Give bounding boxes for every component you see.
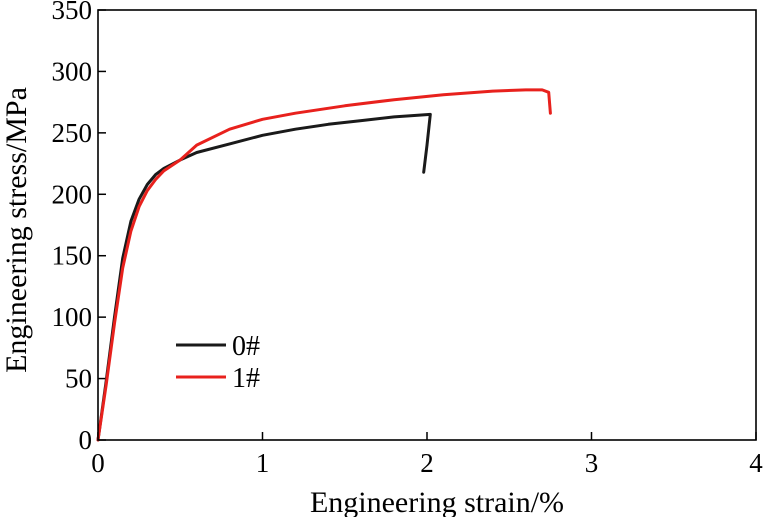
y-axis-title: Engineering stress/MPa bbox=[0, 87, 33, 373]
y-tick-label: 100 bbox=[52, 302, 93, 332]
y-tick-label: 250 bbox=[52, 118, 93, 148]
x-tick-labels: 0 1 2 3 4 bbox=[91, 448, 763, 478]
y-tick-label: 0 bbox=[79, 425, 93, 455]
series-line-0 bbox=[96, 112, 432, 442]
y-tick-label: 200 bbox=[52, 179, 93, 209]
legend-label-1: 1# bbox=[232, 363, 260, 394]
y-tick-label: 50 bbox=[65, 364, 92, 394]
x-tick-label: 0 bbox=[91, 448, 105, 478]
series-line-1 bbox=[96, 88, 552, 442]
y-tick-label: 300 bbox=[52, 56, 93, 86]
x-axis-title: Engineering strain/% bbox=[310, 486, 564, 517]
plot-area-frame bbox=[97, 9, 757, 441]
series-layer bbox=[96, 88, 552, 442]
x-tick-label: 4 bbox=[749, 448, 763, 478]
x-tick-label: 1 bbox=[256, 448, 270, 478]
y-tick-label: 150 bbox=[52, 241, 93, 271]
y-tick-label: 350 bbox=[52, 0, 93, 25]
y-tick-labels: 0 50 100 150 200 250 300 350 bbox=[52, 0, 93, 455]
legend-label-0: 0# bbox=[232, 331, 260, 362]
x-tick-label: 3 bbox=[585, 448, 599, 478]
x-tick-label: 2 bbox=[420, 448, 434, 478]
legend: 0# 1# bbox=[176, 331, 260, 394]
